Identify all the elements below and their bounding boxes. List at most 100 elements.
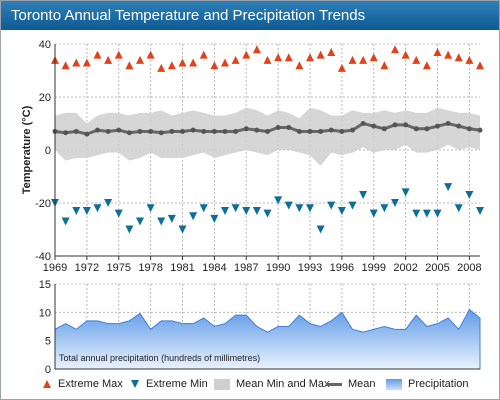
precip-y-tick-label: 5 xyxy=(45,336,51,348)
legend-label: Extreme Max xyxy=(58,378,123,390)
mean-point xyxy=(318,128,324,134)
mean-point xyxy=(435,123,440,129)
legend-label: Precipitation xyxy=(408,378,469,390)
extreme-min-point xyxy=(444,183,453,192)
extreme-min-point xyxy=(210,214,219,223)
extreme-max-point xyxy=(274,53,283,62)
x-tick-label: 1984 xyxy=(202,262,226,274)
mean-point xyxy=(456,123,462,129)
mean-point xyxy=(445,121,451,126)
mean-point xyxy=(84,131,90,137)
extreme-max-point xyxy=(359,55,368,64)
extreme-max-point xyxy=(391,45,399,54)
mean-point xyxy=(222,128,228,134)
mean-point xyxy=(116,127,122,133)
extreme-max-point xyxy=(93,50,102,59)
extreme-max-point xyxy=(476,61,484,70)
extreme-max-point xyxy=(316,50,325,59)
triangle-up-icon xyxy=(43,380,51,389)
x-tick-label: 1999 xyxy=(362,262,386,274)
extreme-max-point xyxy=(412,55,421,64)
mean-point xyxy=(158,130,164,136)
extreme-min-point xyxy=(295,204,304,213)
precipitation-area-layer xyxy=(54,308,481,370)
extreme-min-point xyxy=(114,209,123,218)
legend-item-precipitation: Precipitation xyxy=(386,378,469,390)
mean-point xyxy=(137,128,143,134)
extreme-max-point xyxy=(295,61,304,70)
extreme-max-point xyxy=(189,58,198,67)
mean-point xyxy=(190,127,196,133)
extreme-min-point xyxy=(199,204,208,213)
blue-square-icon xyxy=(386,378,402,390)
extreme-max-point xyxy=(433,47,442,56)
temperature-axis-label: Temperature (°C) xyxy=(21,105,33,194)
precipitation-annotation: Total annual precipitation (hundreds of … xyxy=(59,353,260,363)
extreme-max-point xyxy=(104,55,113,64)
extreme-max-point xyxy=(61,61,70,70)
mean-point xyxy=(95,127,100,133)
extreme-min-point xyxy=(316,225,325,234)
precipitation-area xyxy=(54,308,481,370)
extreme-min-point xyxy=(412,209,421,218)
legend-item-mean: Mean xyxy=(326,378,376,390)
triangle-down-icon xyxy=(131,380,139,389)
chart-title: Toronto Annual Temperature and Precipita… xyxy=(11,7,366,24)
extreme-max-point xyxy=(231,55,240,64)
mean-point xyxy=(211,128,217,134)
extreme-max-point xyxy=(306,53,314,62)
extreme-min-point xyxy=(274,196,283,205)
mean-point xyxy=(148,128,154,134)
extreme-min-point xyxy=(465,191,474,200)
mean-point xyxy=(339,128,345,134)
x-tick-label: 1969 xyxy=(43,262,67,274)
extreme-min-point xyxy=(157,217,166,226)
y-tick-label: 0 xyxy=(45,145,51,157)
extreme-max-point xyxy=(82,58,91,67)
extreme-max-point xyxy=(178,58,187,67)
extreme-min-point xyxy=(61,217,70,226)
extreme-min-point xyxy=(359,191,368,200)
extreme-max-point xyxy=(210,61,219,70)
extreme-max-layer xyxy=(51,45,484,72)
extreme-min-layer xyxy=(51,183,484,234)
mean-point xyxy=(265,128,270,134)
mean-point xyxy=(424,126,430,132)
grey-square-icon xyxy=(214,378,230,390)
extreme-min-point xyxy=(348,201,357,210)
extreme-min-point xyxy=(72,206,81,215)
extreme-max-point xyxy=(337,63,346,72)
y-tick-label: -20 xyxy=(35,198,51,210)
extreme-max-point xyxy=(136,55,144,64)
mean-min-max-band xyxy=(55,107,480,166)
mean-point xyxy=(201,128,207,134)
extreme-max-point xyxy=(167,61,176,70)
extreme-max-point xyxy=(263,55,272,64)
extreme-min-point xyxy=(252,206,261,215)
extreme-min-point xyxy=(221,206,229,215)
extreme-max-point xyxy=(199,50,208,59)
x-tick-label: 1978 xyxy=(138,262,162,274)
x-tick-label: 1996 xyxy=(330,262,354,274)
extreme-max-point xyxy=(125,61,134,70)
precip-y-tick-label: 10 xyxy=(39,307,51,319)
mean-point xyxy=(328,127,334,133)
extreme-max-point xyxy=(380,61,389,70)
x-tick-label: 1993 xyxy=(298,262,322,274)
extreme-max-point xyxy=(146,50,155,59)
mean-point xyxy=(254,127,260,133)
extreme-max-point xyxy=(369,53,378,62)
legend-item-extreme-min: Extreme Min xyxy=(130,378,208,390)
mean-point xyxy=(350,127,355,133)
extreme-max-point xyxy=(327,47,336,56)
mean-point xyxy=(126,130,132,136)
mean-point xyxy=(105,128,111,134)
y-tick-label: 20 xyxy=(39,92,51,104)
legend-label: Mean xyxy=(348,378,376,390)
extreme-max-point xyxy=(454,53,463,62)
mean-point xyxy=(371,123,377,129)
extreme-min-point xyxy=(167,214,176,223)
extreme-min-point xyxy=(242,206,251,215)
extreme-max-point xyxy=(465,55,474,64)
extreme-min-point xyxy=(178,225,187,234)
